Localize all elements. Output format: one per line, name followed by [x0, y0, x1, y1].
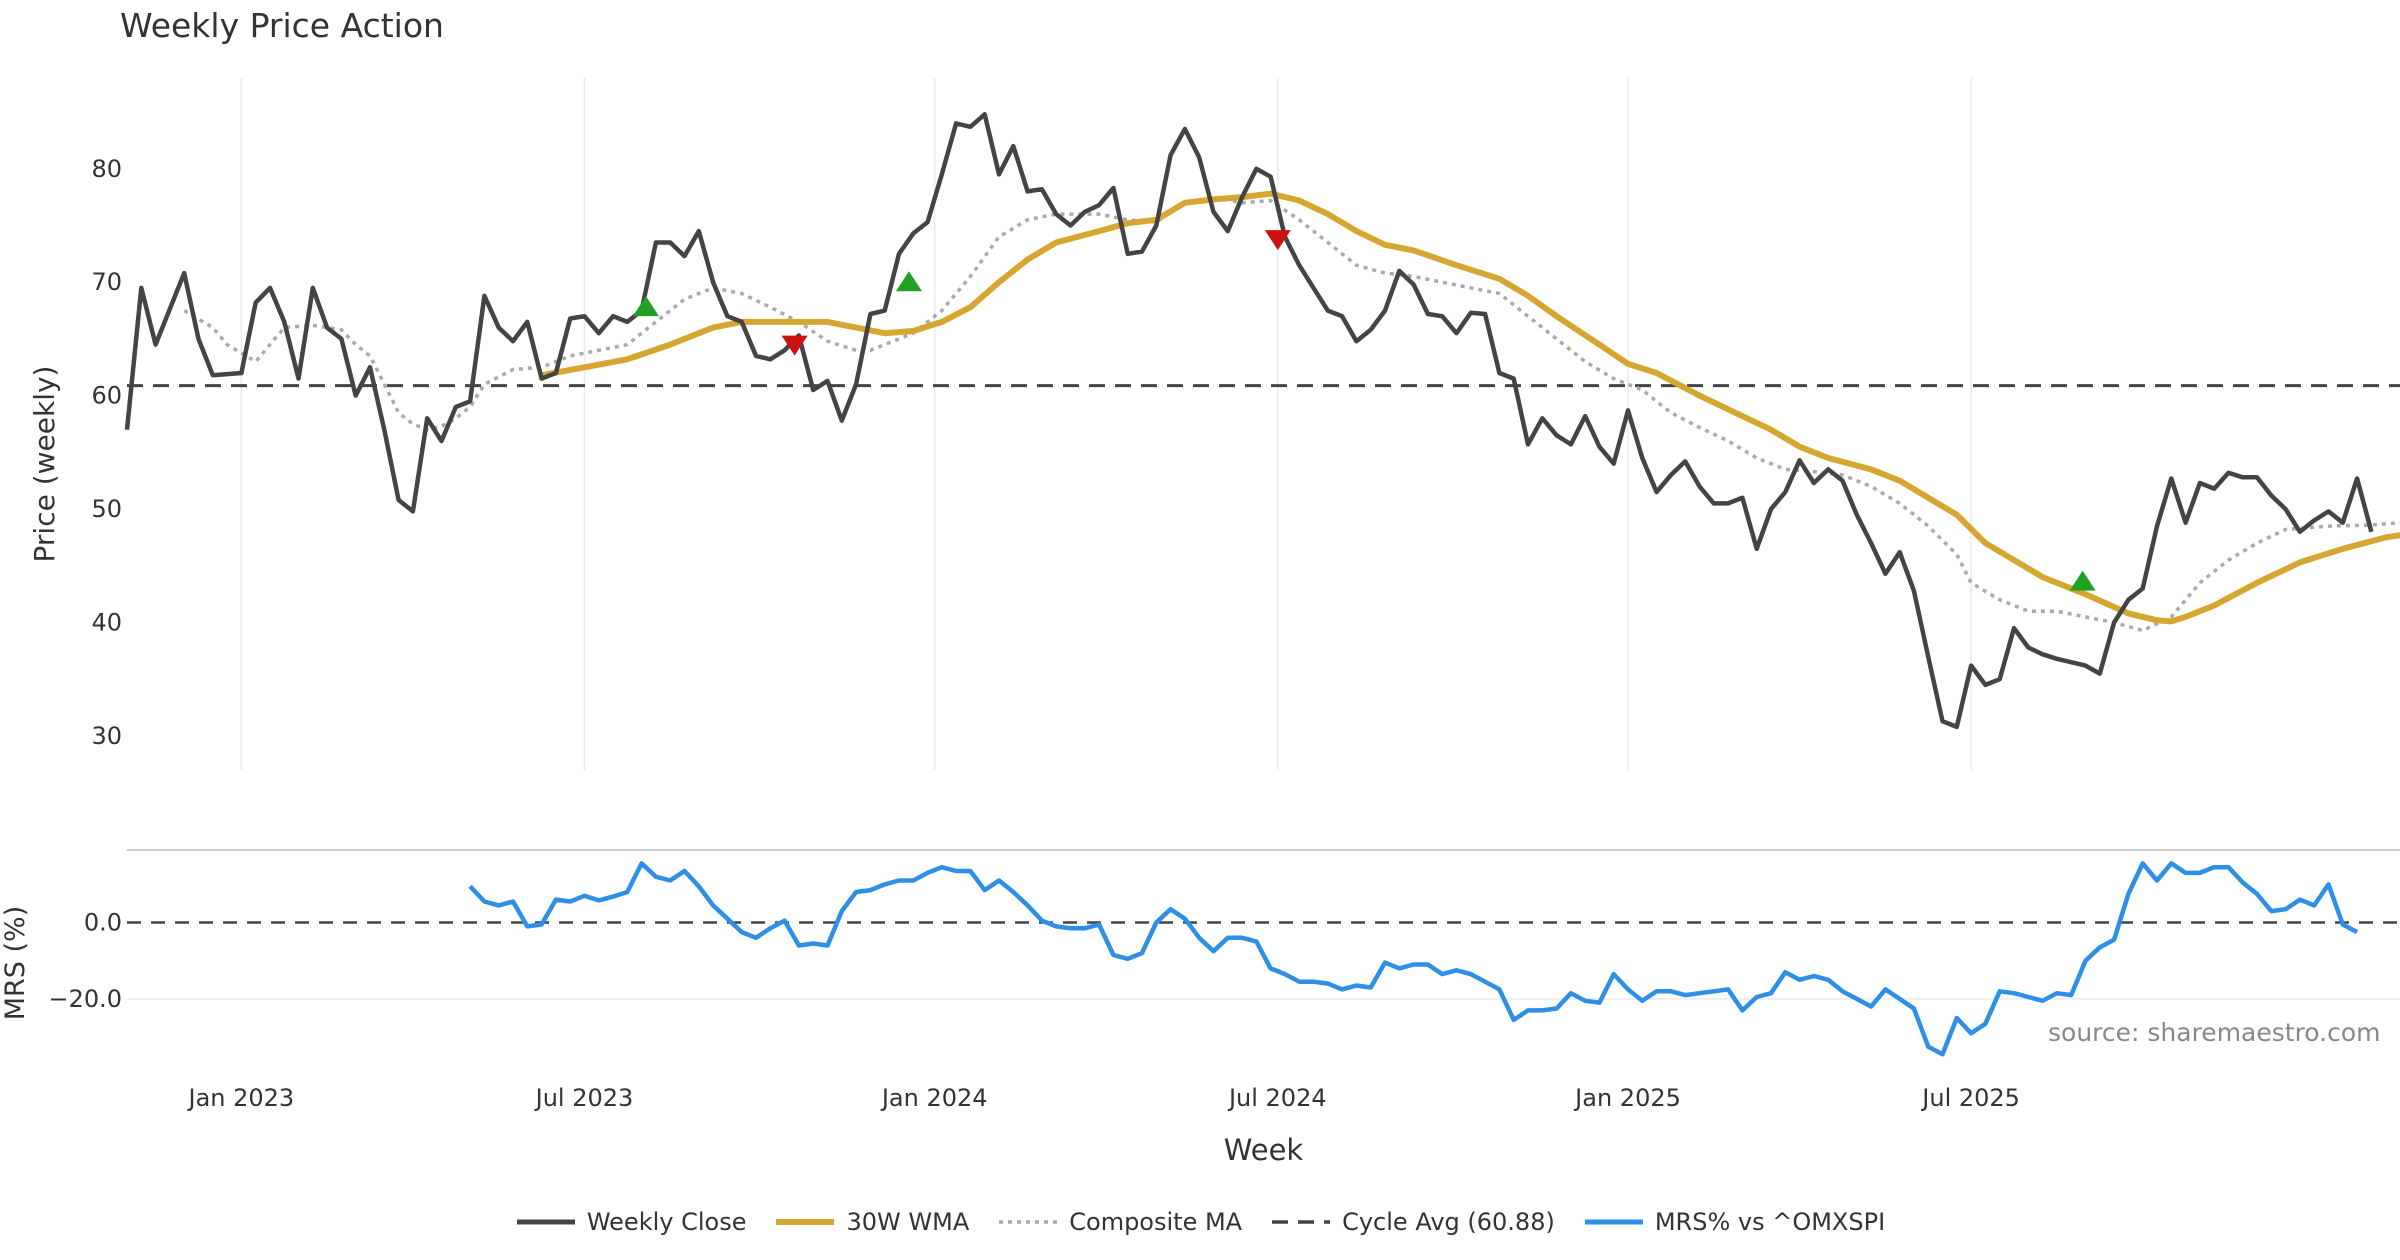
x-tick-label: Jan 2025 — [1573, 1084, 1681, 1112]
legend: Weekly Close 30W WMA Composite MA Cycle … — [0, 1208, 2400, 1236]
legend-swatch-composite-ma — [999, 1220, 1058, 1224]
weekly-close-line — [124, 112, 2374, 730]
x-tick-label: Jan 2024 — [880, 1084, 988, 1112]
mrs-y-tick-label: 0.0 — [84, 909, 122, 937]
price-y-tick-label: 40 — [91, 609, 122, 637]
x-tick-label: Jul 2023 — [534, 1084, 634, 1112]
sell-signal-marker — [1264, 230, 1291, 251]
wma30-line — [538, 190, 2400, 625]
legend-item-cycle-avg: Cycle Avg (60.88) — [1270, 1208, 1555, 1236]
legend-item-mrs: MRS% vs ^OMXSPI — [1583, 1208, 1885, 1236]
legend-label-cycle-avg: Cycle Avg (60.88) — [1342, 1208, 1555, 1236]
legend-swatch-wma — [776, 1219, 835, 1225]
mrs-y-tick-label: −20.0 — [48, 985, 122, 1013]
price-y-axis-label: Price (weekly) — [28, 366, 61, 563]
sell-signal-marker — [781, 335, 808, 356]
x-tick-label: Jul 2025 — [1920, 1084, 2020, 1112]
legend-swatch-cycle-avg — [1272, 1220, 1331, 1224]
composite-ma-line — [183, 195, 2400, 633]
x-tick-label: Jul 2024 — [1227, 1084, 1327, 1112]
legend-label-composite-ma: Composite MA — [1069, 1208, 1243, 1236]
price-y-tick-label: 30 — [91, 722, 122, 750]
price-y-tick-label: 80 — [91, 155, 122, 183]
source-label: source: sharemaestro.com — [2048, 1018, 2381, 1047]
legend-item-composite-ma: Composite MA — [997, 1208, 1242, 1236]
price-y-tick-label: 70 — [91, 268, 122, 296]
legend-item-wma: 30W WMA — [774, 1208, 969, 1236]
legend-swatch-mrs — [1584, 1219, 1643, 1225]
x-axis-label: Week — [1224, 1133, 1304, 1167]
price-y-tick-label: 60 — [91, 382, 122, 410]
mrs-y-axis-label: MRS (%) — [0, 906, 31, 1021]
buy-signal-marker — [895, 271, 922, 292]
price-y-tick-label: 50 — [91, 495, 122, 523]
x-tick-label: Jan 2023 — [187, 1084, 295, 1112]
legend-item-weekly-close: Weekly Close — [515, 1208, 747, 1236]
mrs-line — [468, 861, 2359, 1057]
buy-signal-marker — [2069, 570, 2096, 591]
legend-swatch-weekly-close — [516, 1219, 575, 1225]
chart-title: Weekly Price Action — [120, 6, 444, 45]
legend-label-weekly-close: Weekly Close — [586, 1208, 747, 1236]
buy-signal-marker — [632, 296, 659, 317]
legend-label-wma: 30W WMA — [846, 1208, 970, 1236]
legend-label-mrs: MRS% vs ^OMXSPI — [1654, 1208, 1886, 1236]
